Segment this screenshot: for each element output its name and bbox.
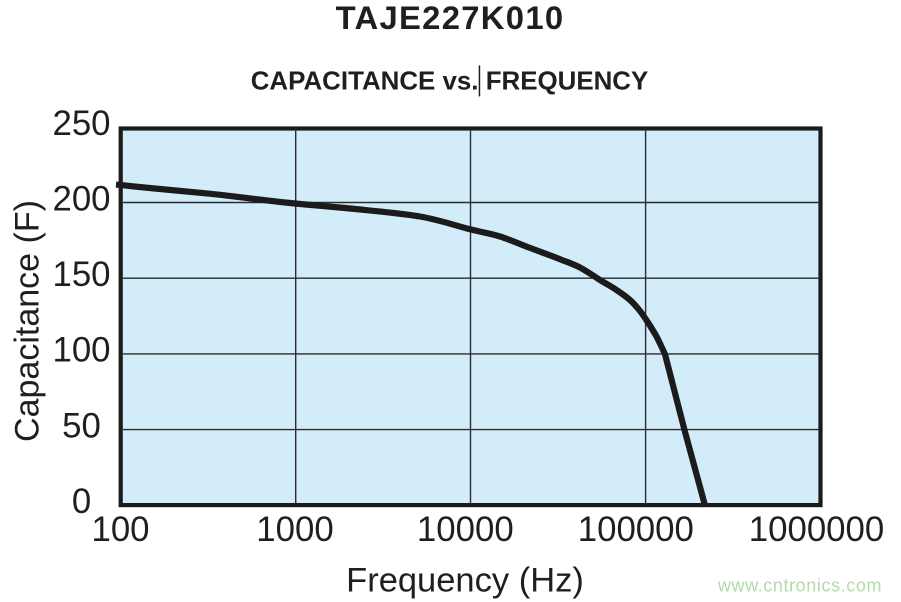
svg-text:250: 250	[52, 104, 110, 143]
svg-text:1000000: 1000000	[749, 510, 884, 549]
svg-text:150: 150	[52, 255, 110, 294]
svg-text:0: 0	[72, 482, 91, 521]
svg-text:www.cntronics.com: www.cntronics.com	[717, 576, 882, 596]
svg-text:TAJE227K010: TAJE227K010	[336, 0, 565, 36]
svg-text:100000: 100000	[578, 510, 694, 549]
svg-text:CAPACITANCE vs. FREQUENCY: CAPACITANCE vs. FREQUENCY	[251, 67, 649, 95]
svg-text:200: 200	[52, 179, 110, 218]
svg-text:10000: 10000	[417, 510, 514, 549]
svg-text:Frequency (Hz): Frequency (Hz)	[346, 562, 584, 600]
svg-text:1000: 1000	[256, 510, 333, 549]
svg-text:100: 100	[52, 331, 110, 370]
svg-text:100: 100	[91, 510, 149, 549]
svg-text:50: 50	[62, 406, 101, 445]
svg-text:Capacitance (F): Capacitance (F)	[9, 200, 47, 442]
